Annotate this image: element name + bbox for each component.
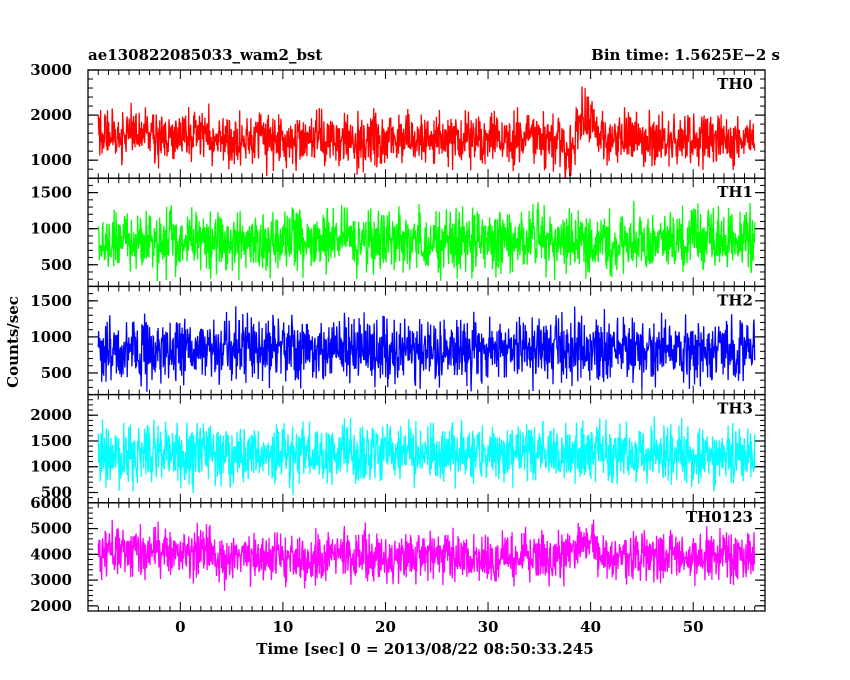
panel-th0123: 2000 3000 4000 5000 6000 TH0123: [30, 494, 766, 615]
panel-label-th2: TH2: [717, 291, 753, 309]
panel-th1: 500 1000 1500 TH1: [30, 177, 766, 288]
y-tick-label: 5000: [30, 520, 72, 538]
y-tick-label: 1000: [30, 151, 72, 169]
x-tick-label: 0: [175, 618, 185, 636]
y-tick-label: 4000: [30, 545, 72, 563]
x-tick-label: 40: [580, 618, 601, 636]
y-tick-label: 2000: [30, 597, 72, 615]
series-trace-th0123: [97, 519, 756, 591]
y-tick-label: 1000: [30, 220, 72, 238]
y-tick-label: 3000: [30, 61, 72, 79]
y-tick-label: 1500: [30, 292, 72, 310]
bin-time-title: Bin time: 1.5625E−2 s: [591, 46, 780, 64]
series-trace-th2: [97, 306, 756, 392]
panel-th3: 500 1000 1500 2000 TH3: [30, 393, 766, 504]
x-axis-title: Time [sec] 0 = 2013/08/22 08:50:33.245: [256, 640, 593, 658]
observation-id-title: ae130822085033_wam2_bst: [88, 46, 322, 64]
y-tick-label: 2000: [30, 106, 72, 124]
panel-th2: 500 1000 1500 TH2: [30, 285, 766, 396]
panel-th0: 1000 2000 3000 TH0: [30, 61, 766, 179]
panel-label-th0: TH0: [717, 75, 753, 93]
series-trace-th0: [97, 86, 756, 179]
y-tick-label: 2000: [30, 406, 72, 424]
x-tick-label: 50: [683, 618, 704, 636]
panel-label-th0123: TH0123: [686, 508, 753, 526]
y-tick-label: 1000: [30, 458, 72, 476]
x-tick-label: 20: [375, 618, 396, 636]
y-tick-label: 3000: [30, 571, 72, 589]
y-tick-label: 500: [41, 483, 72, 501]
y-tick-label: 500: [41, 364, 72, 382]
series-trace-th3: [97, 416, 756, 496]
panel-label-th3: TH3: [717, 400, 753, 418]
x-tick-label: 30: [478, 618, 499, 636]
y-tick-label: 6000: [30, 494, 72, 512]
y-tick-label: 1000: [30, 328, 72, 346]
y-tick-label: 1500: [30, 432, 72, 450]
series-trace-th1: [97, 200, 756, 282]
y-tick-label: 500: [41, 256, 72, 274]
panel-label-th1: TH1: [717, 183, 753, 201]
x-tick-label: 10: [272, 618, 293, 636]
y-axis-title: Counts/sec: [4, 296, 22, 388]
y-tick-label: 1500: [30, 184, 72, 202]
